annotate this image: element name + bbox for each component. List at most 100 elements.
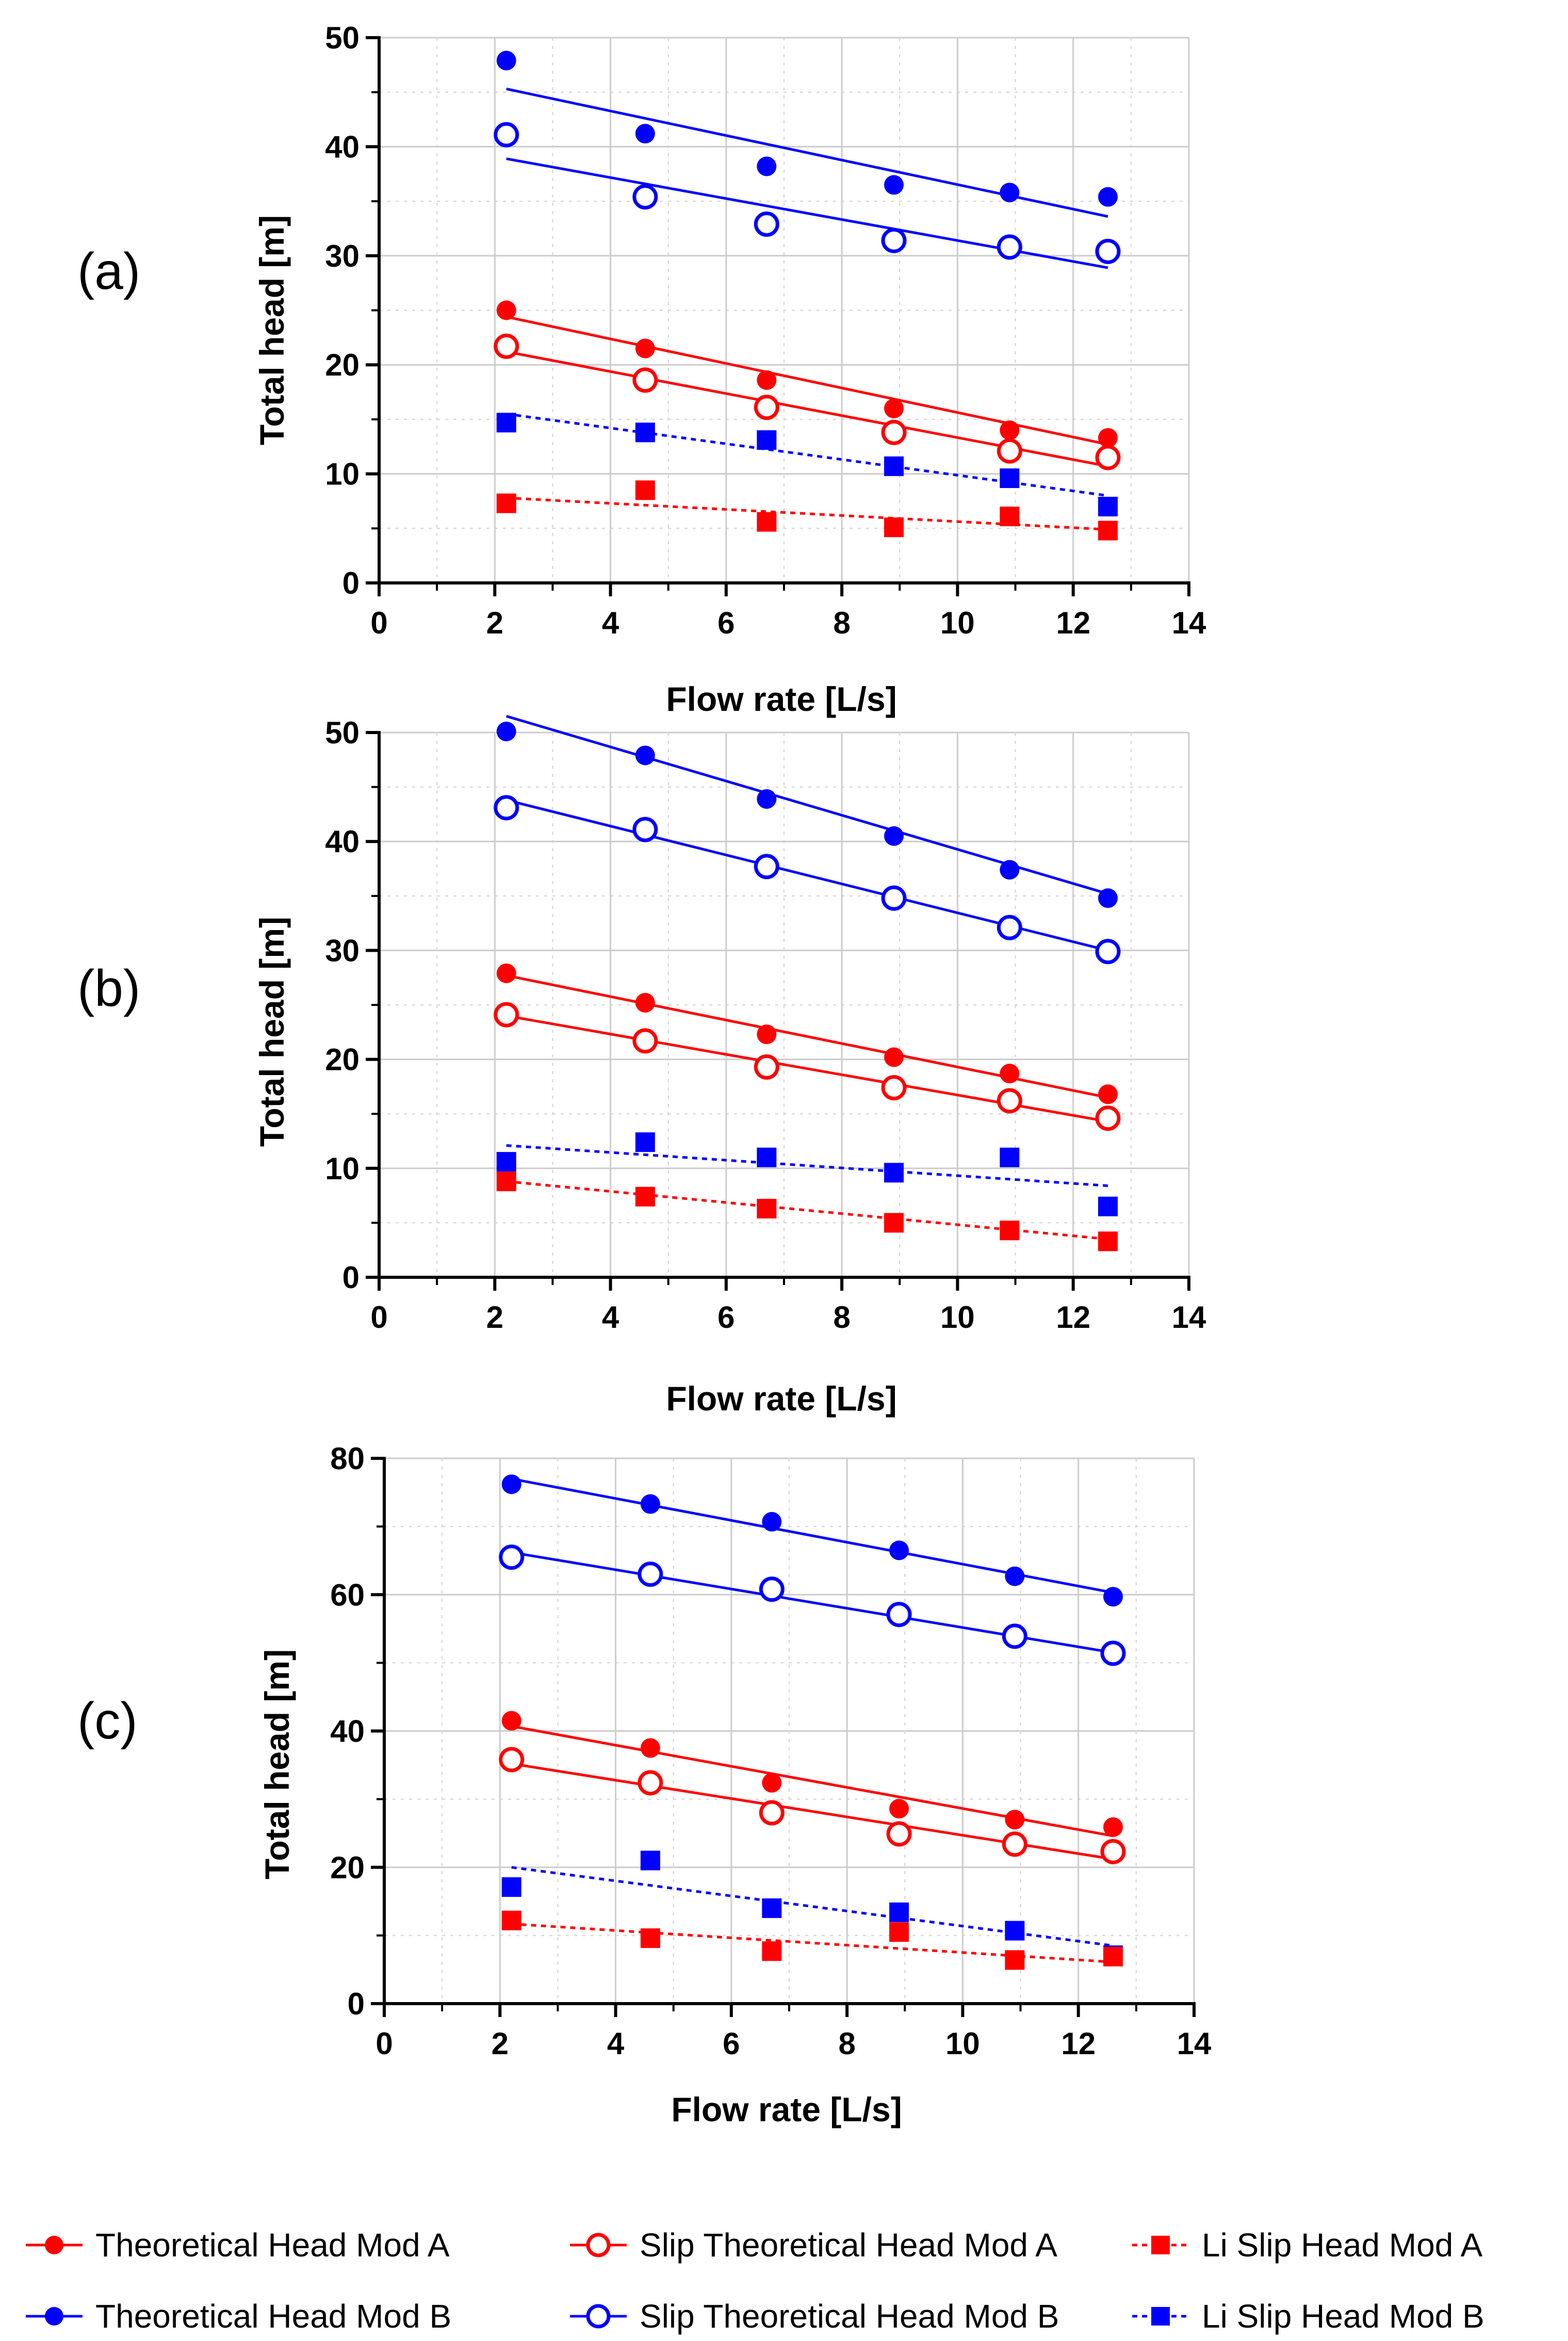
- data-point-li-slip-head-mod-b-a: [1098, 497, 1118, 517]
- data-point-theoretical-head-mod-b-c: [640, 1494, 660, 1514]
- series-slip-theoretical-head-mod-a-c: [499, 1747, 1126, 1864]
- series-li-slip-head-mod-b-b: [496, 1132, 1118, 1216]
- data-point-theoretical-head-mod-a-c: [501, 1711, 521, 1731]
- data-point-theoretical-head-mod-a-b: [1098, 1084, 1118, 1104]
- y-tick-label-a: 20: [325, 348, 360, 382]
- data-point-slip-theoretical-head-mod-a-c: [499, 1747, 525, 1773]
- panel-label-c: (c): [77, 1692, 138, 1750]
- data-point-slip-theoretical-head-mod-b-b: [881, 885, 907, 911]
- x-tick-label-c: 14: [1177, 2026, 1212, 2061]
- data-point-theoretical-head-mod-a-c: [889, 1799, 909, 1819]
- legend-marker: [586, 2304, 611, 2329]
- data-point-li-slip-head-mod-a-b: [757, 1198, 777, 1218]
- legend-label: Slip Theoretical Head Mod B: [640, 2298, 1059, 2335]
- series-li-slip-head-mod-a-c: [501, 1910, 1123, 1970]
- y-axis-title-b: Total head [m]: [253, 917, 291, 1147]
- data-point-theoretical-head-mod-b-a: [757, 156, 777, 176]
- data-point-li-slip-head-mod-a-b: [884, 1213, 904, 1233]
- grid-a: [379, 37, 1190, 583]
- data-point-slip-theoretical-head-mod-b-c: [886, 1602, 912, 1628]
- data-point-li-slip-head-mod-b-a: [635, 422, 655, 443]
- legend-label: Theoretical Head Mod B: [95, 2298, 451, 2335]
- x-tick-label-c: 6: [723, 2026, 740, 2061]
- legend-label: Slip Theoretical Head Mod A: [640, 2226, 1057, 2264]
- series-theoretical-head-mod-b-a: [496, 51, 1118, 218]
- legend-marker: [45, 2307, 63, 2326]
- data-point-theoretical-head-mod-b-b: [635, 745, 655, 766]
- data-point-slip-theoretical-head-mod-a-a: [632, 367, 658, 393]
- series-slip-theoretical-head-mod-b-c: [499, 1545, 1126, 1666]
- data-point-theoretical-head-mod-a-b: [884, 1047, 904, 1067]
- data-point-li-slip-head-mod-a-b: [635, 1186, 655, 1207]
- data-point-slip-theoretical-head-mod-b-c: [499, 1545, 525, 1570]
- data-point-theoretical-head-mod-a-b: [496, 963, 516, 983]
- data-point-li-slip-head-mod-a-b: [1098, 1231, 1118, 1251]
- data-point-theoretical-head-mod-b-b: [1000, 860, 1020, 880]
- data-point-li-slip-head-mod-a-a: [635, 480, 655, 500]
- data-point-li-slip-head-mod-b-a: [496, 413, 516, 433]
- series-slip-theoretical-head-mod-a-a: [494, 333, 1121, 470]
- chart-panel-c: (c) Total head [m] Flow rate [L/s] 02040…: [77, 1441, 1212, 2128]
- legend-entry-slip-theoretical-head-mod-b: Slip Theoretical Head Mod B: [570, 2298, 1059, 2335]
- x-tick-label-b: 12: [1056, 1300, 1090, 1335]
- y-tick-label-a: 50: [325, 21, 360, 55]
- x-tick-label-c: 4: [607, 2026, 625, 2061]
- data-point-theoretical-head-mod-a-a: [1000, 420, 1020, 441]
- grid-c: [384, 1457, 1195, 2004]
- data-point-theoretical-head-mod-a-c: [1005, 1810, 1025, 1830]
- chart-panel-a: (a) Total head [m] Flow rate [L/s] 01020…: [77, 21, 1206, 718]
- x-axis-title-b: Flow rate [L/s]: [666, 1379, 896, 1418]
- x-tick-label-c: 12: [1061, 2026, 1096, 2061]
- legend-entry-theoretical-head-mod-a: Theoretical Head Mod A: [26, 2226, 450, 2264]
- data-point-theoretical-head-mod-b-c: [1005, 1566, 1025, 1586]
- series-theoretical-head-mod-b-c: [501, 1474, 1123, 1607]
- data-point-theoretical-head-mod-a-c: [640, 1738, 660, 1758]
- y-tick-label-c: 80: [330, 1441, 365, 1476]
- data-point-li-slip-head-mod-b-c: [640, 1850, 660, 1871]
- y-tick-label-a: 30: [325, 239, 360, 273]
- x-tick-label-a: 12: [1056, 606, 1090, 640]
- trend-line-li-slip-head-mod-b-c: [511, 1866, 1114, 1947]
- x-axis-title-a: Flow rate [L/s]: [666, 680, 896, 718]
- x-tick-label-c: 2: [492, 2026, 509, 2061]
- data-point-li-slip-head-mod-a-c: [889, 1922, 909, 1942]
- data-point-slip-theoretical-head-mod-b-c: [638, 1562, 663, 1587]
- data-point-slip-theoretical-head-mod-a-c: [638, 1770, 663, 1796]
- data-point-li-slip-head-mod-a-a: [884, 517, 904, 538]
- y-tick-label-c: 0: [348, 1987, 365, 2021]
- x-tick-label-a: 6: [717, 606, 734, 640]
- data-point-theoretical-head-mod-a-a: [1098, 428, 1118, 448]
- legend-label: Theoretical Head Mod A: [95, 2226, 450, 2264]
- data-point-li-slip-head-mod-b-b: [635, 1132, 655, 1152]
- x-tick-label-b: 6: [717, 1300, 734, 1335]
- y-tick-label-a: 0: [342, 566, 360, 600]
- legend-marker: [586, 2233, 611, 2257]
- data-point-slip-theoretical-head-mod-b-a: [754, 211, 779, 237]
- legend-entry-li-slip-head-mod-b: Li Slip Head Mod B: [1132, 2298, 1484, 2335]
- data-point-li-slip-head-mod-b-a: [757, 430, 777, 450]
- y-tick-label-c: 60: [330, 1578, 365, 1612]
- data-point-slip-theoretical-head-mod-b-a: [997, 234, 1022, 260]
- series-li-slip-head-mod-a-b: [496, 1172, 1118, 1251]
- data-point-li-slip-head-mod-b-b: [496, 1152, 516, 1172]
- x-tick-label-a: 2: [486, 606, 503, 640]
- data-point-slip-theoretical-head-mod-a-c: [1100, 1839, 1126, 1864]
- data-point-theoretical-head-mod-a-b: [757, 1025, 777, 1045]
- data-point-theoretical-head-mod-a-a: [635, 338, 655, 359]
- data-point-li-slip-head-mod-b-b: [757, 1147, 777, 1167]
- x-tick-label-a: 4: [602, 606, 619, 640]
- x-tick-label-a: 10: [940, 606, 975, 640]
- data-point-li-slip-head-mod-a-c: [640, 1928, 660, 1948]
- data-point-li-slip-head-mod-b-c: [889, 1902, 909, 1922]
- data-point-li-slip-head-mod-b-c: [762, 1898, 782, 1919]
- x-tick-label-a: 0: [370, 606, 387, 640]
- trend-line-li-slip-head-mod-b-a: [506, 412, 1108, 497]
- y-axis-title-c: Total head [m]: [258, 1649, 296, 1879]
- data-point-theoretical-head-mod-b-b: [496, 721, 516, 741]
- data-point-theoretical-head-mod-a-a: [757, 370, 777, 390]
- data-point-theoretical-head-mod-b-a: [1000, 183, 1020, 203]
- data-point-slip-theoretical-head-mod-b-b: [1095, 939, 1121, 965]
- legend-label: Li Slip Head Mod A: [1202, 2226, 1483, 2264]
- data-point-li-slip-head-mod-a-b: [1000, 1221, 1020, 1241]
